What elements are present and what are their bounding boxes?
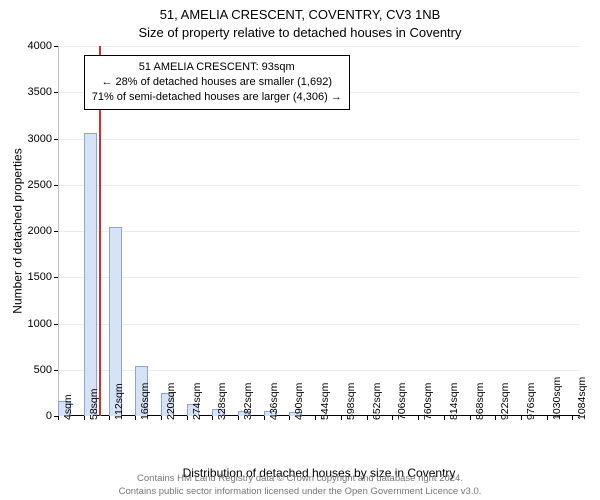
y-tick-mark <box>54 277 58 278</box>
y-tick-label: 1000 <box>28 318 52 330</box>
y-tick-label: 500 <box>34 364 52 376</box>
y-tick-label: 0 <box>46 410 52 422</box>
gridline <box>58 139 580 140</box>
x-tick-label: 274sqm <box>191 383 203 420</box>
y-tick-mark <box>54 139 58 140</box>
y-tick-label: 2000 <box>28 225 52 237</box>
x-tick-label: 598sqm <box>345 383 357 420</box>
x-tick-label: 328sqm <box>216 383 228 420</box>
gridline <box>58 185 580 186</box>
x-tick-label: 490sqm <box>293 383 305 420</box>
gridline <box>58 231 580 232</box>
y-tick-mark <box>54 231 58 232</box>
y-tick-label: 3000 <box>28 133 52 145</box>
x-tick-label: 976sqm <box>525 383 537 420</box>
footer-line1: Contains HM Land Registry data © Crown c… <box>0 473 600 485</box>
x-tick-label: 166sqm <box>139 383 151 420</box>
x-tick-label: 112sqm <box>113 383 125 420</box>
chart-container: { "title_line1": "51, AMELIA CRESCENT, C… <box>0 0 600 500</box>
y-tick-label: 4000 <box>28 40 52 52</box>
title-line1: 51, AMELIA CRESCENT, COVENTRY, CV3 1NB <box>0 6 600 24</box>
info-box-line3: 71% of semi-detached houses are larger (… <box>92 90 342 105</box>
attribution-footer: Contains HM Land Registry data © Crown c… <box>0 473 600 498</box>
gridline <box>58 324 580 325</box>
x-tick-mark <box>238 416 239 420</box>
x-tick-label: 436sqm <box>268 383 280 420</box>
x-tick-mark <box>418 416 419 420</box>
y-tick-mark <box>54 92 58 93</box>
x-tick-mark <box>212 416 213 420</box>
x-tick-label: 652sqm <box>371 383 383 420</box>
x-tick-label: 706sqm <box>396 383 408 420</box>
x-tick-label: 220sqm <box>165 383 177 420</box>
y-tick-mark <box>54 324 58 325</box>
x-tick-mark <box>495 416 496 420</box>
x-tick-label: 922sqm <box>499 383 511 420</box>
property-info-box: 51 AMELIA CRESCENT: 93sqm← 28% of detach… <box>84 55 350 110</box>
x-tick-label: 814sqm <box>448 383 460 420</box>
x-tick-mark <box>470 416 471 420</box>
x-tick-mark <box>187 416 188 420</box>
gridline <box>58 46 580 47</box>
x-tick-mark <box>444 416 445 420</box>
x-tick-mark <box>161 416 162 420</box>
x-tick-label: 1084sqm <box>576 377 588 420</box>
y-tick-label: 1500 <box>28 271 52 283</box>
y-tick-mark <box>54 46 58 47</box>
x-tick-label: 1030sqm <box>551 377 563 420</box>
x-tick-mark <box>572 416 573 420</box>
chart-title: 51, AMELIA CRESCENT, COVENTRY, CV3 1NB S… <box>0 0 600 41</box>
x-tick-mark <box>264 416 265 420</box>
title-line2: Size of property relative to detached ho… <box>0 24 600 42</box>
y-tick-label: 2500 <box>28 179 52 191</box>
x-tick-label: 760sqm <box>422 383 434 420</box>
gridline <box>58 277 580 278</box>
info-box-line2: ← 28% of detached houses are smaller (1,… <box>92 75 342 90</box>
x-tick-mark <box>84 416 85 420</box>
x-tick-label: 382sqm <box>242 383 254 420</box>
histogram-bar <box>84 133 97 416</box>
y-tick-label: 3500 <box>28 86 52 98</box>
x-tick-mark <box>392 416 393 420</box>
x-tick-mark <box>341 416 342 420</box>
x-tick-mark <box>547 416 548 420</box>
y-tick-mark <box>54 370 58 371</box>
y-tick-mark <box>54 185 58 186</box>
y-axis-title: Number of detached properties <box>10 46 26 416</box>
x-tick-label: 58sqm <box>88 388 100 420</box>
x-tick-mark <box>521 416 522 420</box>
x-tick-mark <box>289 416 290 420</box>
x-tick-mark <box>367 416 368 420</box>
footer-line2: Contains public sector information licen… <box>0 486 600 498</box>
x-tick-mark <box>315 416 316 420</box>
x-tick-label: 4sqm <box>62 394 74 420</box>
plot-area: 050010001500200025003000350040004sqm58sq… <box>58 46 580 416</box>
x-tick-mark <box>58 416 59 420</box>
x-tick-mark <box>109 416 110 420</box>
x-tick-label: 544sqm <box>319 383 331 420</box>
x-tick-label: 868sqm <box>474 383 486 420</box>
info-box-line1: 51 AMELIA CRESCENT: 93sqm <box>92 60 342 75</box>
x-tick-mark <box>135 416 136 420</box>
